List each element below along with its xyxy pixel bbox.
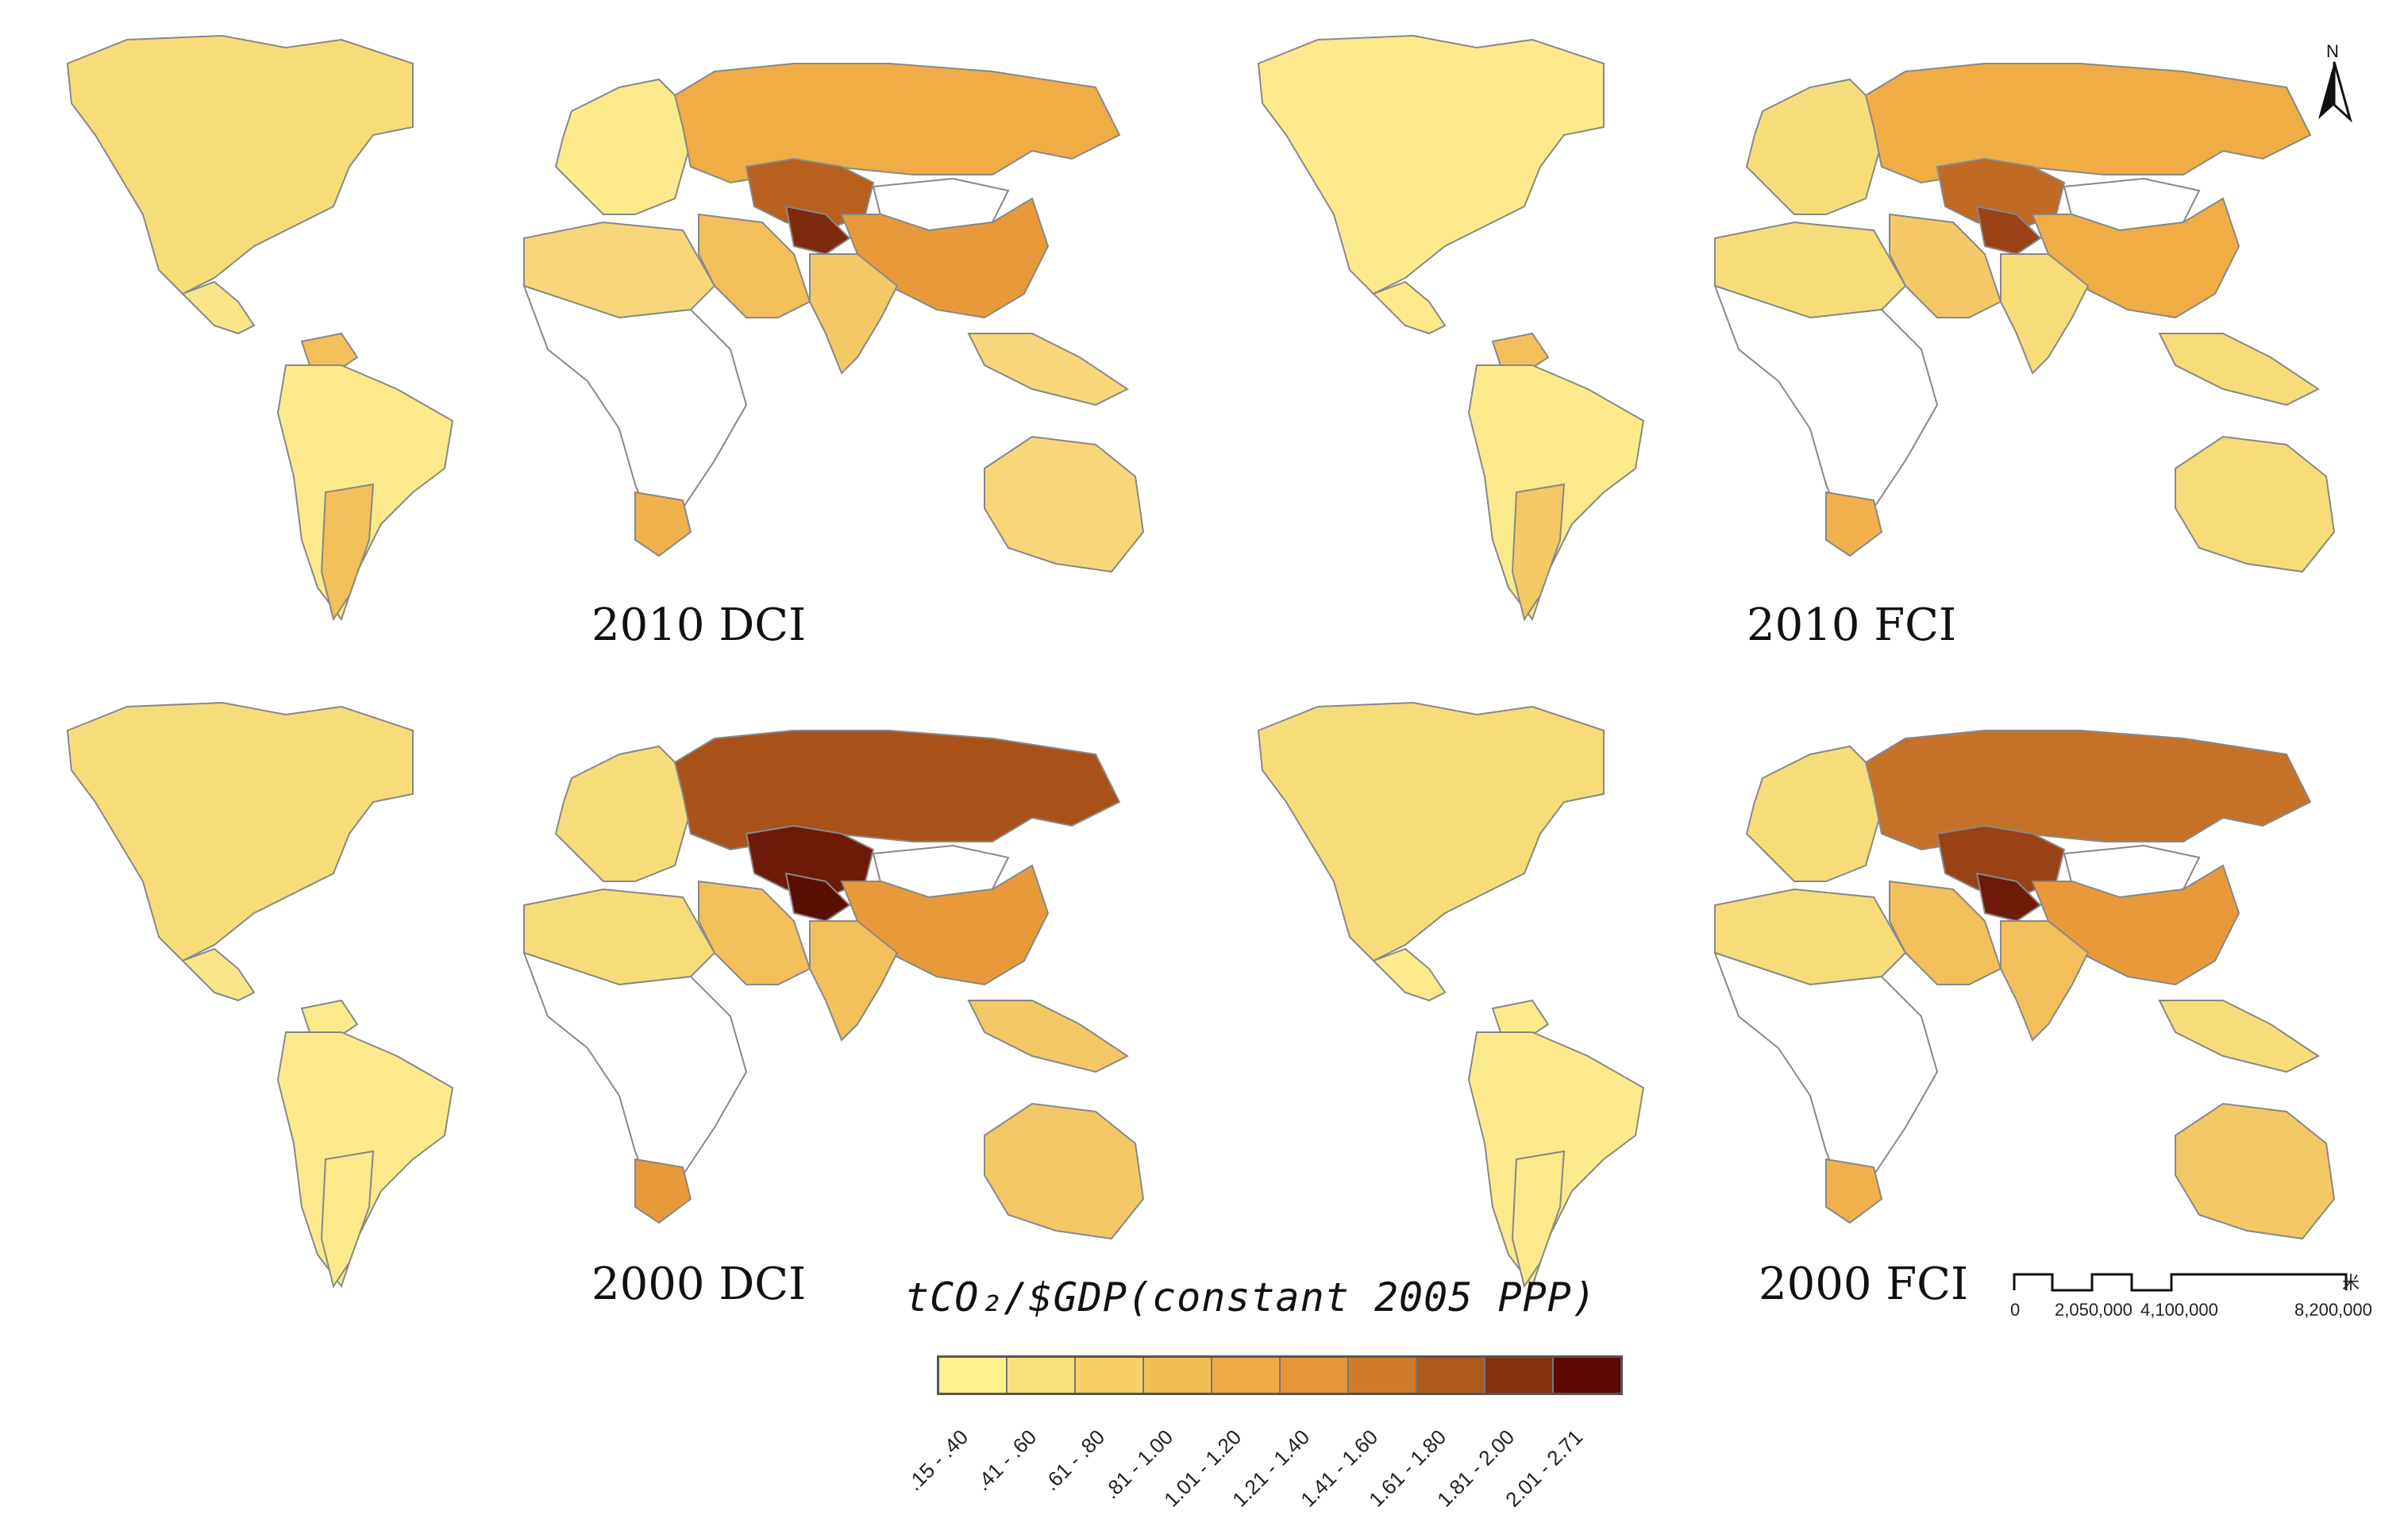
legend-swatch [1008, 1358, 1076, 1393]
region-south-africa [634, 1158, 692, 1224]
region-north-america [1257, 701, 1605, 962]
world-map [66, 701, 1145, 1289]
scale-unit: 米 [2342, 1273, 2360, 1293]
region-russia [673, 63, 1121, 184]
legend-title: tCO₂/$GDP(constant 2005 PPP) [905, 1274, 1597, 1320]
region-europe [1745, 745, 1883, 882]
legend-swatch [1485, 1358, 1554, 1393]
region-australia [2175, 435, 2336, 573]
region-middle-east [1889, 880, 2002, 985]
region-australia [984, 1102, 1145, 1240]
region-sub-saharan-africa [522, 284, 748, 526]
region-central-asia [784, 205, 851, 256]
region-central-america [181, 947, 256, 1002]
region-middle-east [698, 880, 811, 985]
region-sub-saharan-africa [522, 951, 748, 1193]
region-india [2000, 253, 2090, 375]
map-panel-2010-fci [1191, 16, 2382, 675]
legend-swatch [939, 1358, 1008, 1393]
region-venezuela [1491, 999, 1550, 1042]
region-australia [984, 435, 1145, 573]
world-map [1257, 34, 2336, 622]
region-venezuela [300, 332, 359, 375]
region-north-america [1257, 34, 1605, 295]
region-russia [1864, 63, 2312, 184]
scale-label-0: 0 [2010, 1300, 2021, 1320]
region-argentina [320, 1150, 375, 1289]
scale-label-2: 4,100,000 [2140, 1300, 2218, 1320]
panel-title-2010-fci: 2010 FCI [1747, 599, 1957, 651]
region-southeast-asia [967, 333, 1129, 407]
north-label: N [2326, 41, 2339, 61]
region-russia [1864, 730, 2312, 851]
legend-bar [937, 1355, 1623, 1395]
region-south-africa [1825, 491, 1883, 557]
region-central-america [181, 280, 256, 335]
region-sub-saharan-africa [1713, 951, 1939, 1193]
region-southeast-asia [2158, 1000, 2320, 1074]
region-middle-east [698, 213, 811, 318]
legend-swatch [1417, 1358, 1485, 1393]
region-india [809, 253, 899, 375]
scale-label-1: 2,050,000 [2055, 1300, 2133, 1320]
region-middle-east [1889, 213, 2002, 318]
region-south-africa [634, 491, 692, 557]
region-sub-saharan-africa [1713, 284, 1939, 526]
region-australia [2175, 1102, 2336, 1240]
map-panel-2000-dci [0, 683, 1191, 1342]
scale-label-3: 8,200,000 [2294, 1300, 2372, 1320]
region-argentina [1511, 483, 1566, 622]
legend-swatch [1144, 1358, 1212, 1393]
region-venezuela [1491, 332, 1550, 375]
region-southeast-asia [2158, 333, 2320, 407]
region-europe [554, 78, 692, 215]
region-india [2000, 920, 2090, 1042]
region-south-africa [1825, 1158, 1883, 1224]
legend-swatch [1212, 1358, 1281, 1393]
scale-bar [2013, 1273, 2348, 1292]
world-map [66, 34, 1145, 622]
region-central-asia [1975, 205, 2042, 256]
region-europe [554, 745, 692, 882]
region-europe [1745, 78, 1883, 215]
panel-title-2010-dci: 2010 DCI [591, 599, 807, 651]
legend-swatch [1281, 1358, 1349, 1393]
world-map [1257, 701, 2336, 1289]
region-india [809, 920, 899, 1042]
region-venezuela [300, 999, 359, 1042]
region-north-america [66, 701, 414, 962]
region-central-asia [1975, 872, 2042, 923]
region-north-america [66, 34, 414, 295]
map-panel-2000-fci [1191, 683, 2382, 1342]
north-arrow-icon [2318, 61, 2352, 123]
region-southeast-asia [967, 1000, 1129, 1074]
map-panel-2010-dci [0, 16, 1191, 675]
region-argentina [1511, 1150, 1566, 1289]
region-russia [673, 730, 1121, 851]
region-central-asia [784, 872, 851, 923]
legend-swatch [1349, 1358, 1417, 1393]
region-central-america [1372, 280, 1447, 335]
panel-title-2000-dci: 2000 DCI [591, 1259, 807, 1310]
region-central-america [1372, 947, 1447, 1002]
legend-swatch [1076, 1358, 1144, 1393]
panel-title-2000-fci: 2000 FCI [1759, 1259, 1969, 1310]
region-argentina [320, 483, 375, 622]
legend-swatch [1554, 1358, 1620, 1393]
